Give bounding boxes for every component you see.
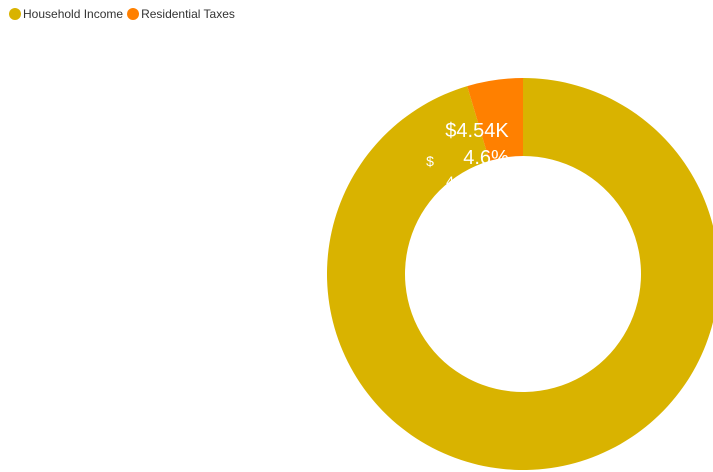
legend-label-residential-taxes: Residential Taxes [141,7,235,21]
donut-slice-residential-taxes[interactable] [467,78,523,161]
slice-value-label: $4.54K [445,120,509,142]
slice-label-fragment-currency: $ [426,153,434,169]
legend-label-household-income: Household Income [23,7,124,21]
legend-swatch-residential-taxes [127,8,140,20]
legend-item-residential-taxes[interactable]: Residential Taxes [127,7,235,21]
chart-legend: Household Income Residential Taxes [9,7,239,21]
slice-percent-label: 4.6% [463,147,509,169]
donut-slices [327,78,713,470]
legend-item-household-income[interactable]: Household Income [9,7,123,21]
slice-label-fragment-digit: 4 [446,173,454,189]
slice-labels: $4.54K 4.6% $ 4 [426,120,509,189]
donut-slice-household-income[interactable] [327,78,713,470]
legend-swatch-household-income [9,8,21,20]
